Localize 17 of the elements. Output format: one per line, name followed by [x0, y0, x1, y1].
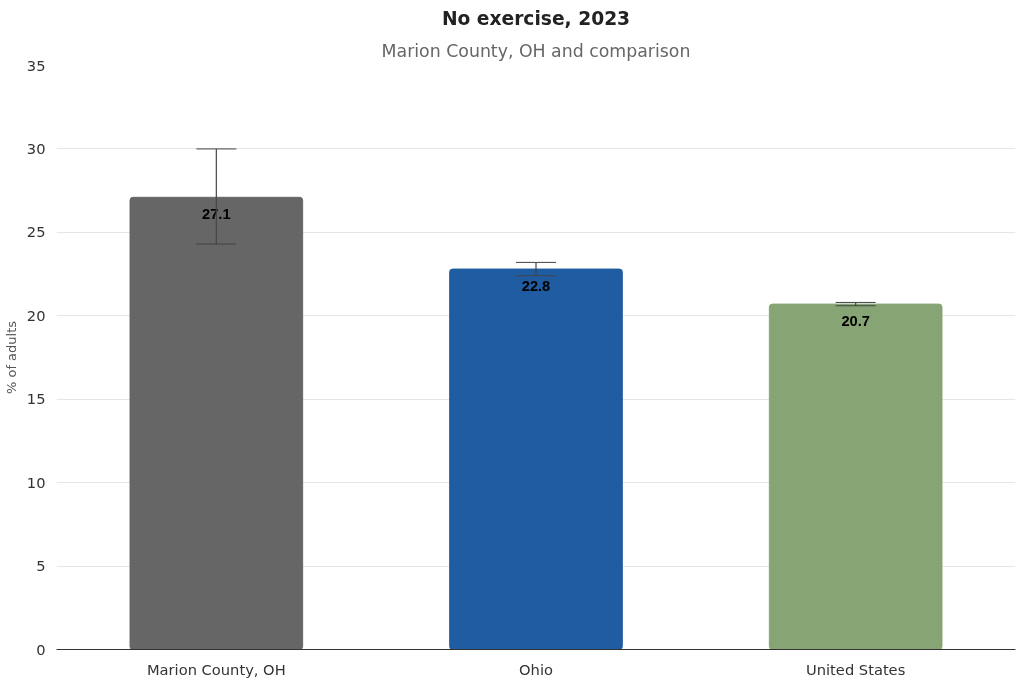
y-tick-label: 10: [26, 473, 46, 491]
y-tick-label: 15: [26, 390, 46, 408]
chart-title: No exercise, 2023: [441, 7, 631, 29]
y-tick-label: 30: [26, 139, 46, 157]
chart-subtitle: Marion County, OH and comparison: [381, 40, 691, 61]
y-tick-label: 0: [36, 640, 46, 658]
data-label: 20.7: [841, 313, 870, 330]
y-tick-label: 20: [26, 306, 46, 324]
x-tick-label: United States: [806, 660, 906, 678]
y-tick-label: 25: [26, 223, 46, 241]
y-tick-label: 35: [26, 56, 46, 74]
x-tick-label: Ohio: [519, 660, 553, 678]
data-label: 27.1: [202, 206, 231, 223]
data-label: 22.8: [521, 278, 551, 295]
y-axis-title: % of adults: [3, 320, 19, 395]
x-tick-label: Marion County, OH: [146, 660, 286, 678]
y-tick-label: 5: [36, 557, 46, 575]
